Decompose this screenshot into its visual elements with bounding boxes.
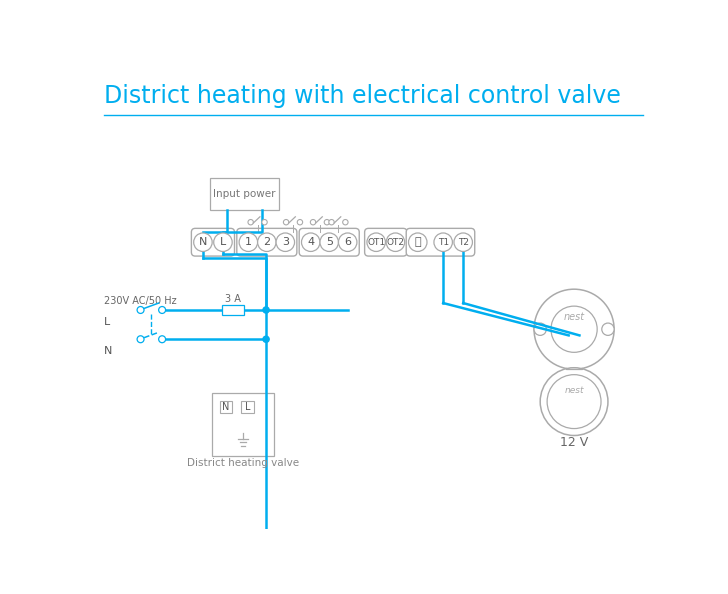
Text: 3 A: 3 A <box>225 293 241 304</box>
FancyBboxPatch shape <box>210 178 279 210</box>
Text: T2: T2 <box>458 238 469 247</box>
Circle shape <box>534 289 614 369</box>
Circle shape <box>137 307 144 314</box>
Circle shape <box>239 233 258 251</box>
Text: 2: 2 <box>264 237 270 247</box>
Circle shape <box>343 220 348 225</box>
FancyBboxPatch shape <box>212 393 274 456</box>
Text: L: L <box>103 317 110 327</box>
Text: OT2: OT2 <box>387 238 405 247</box>
Circle shape <box>137 336 144 343</box>
Text: 5: 5 <box>325 237 333 247</box>
Circle shape <box>367 233 385 251</box>
FancyBboxPatch shape <box>237 228 297 256</box>
Circle shape <box>534 323 546 336</box>
Text: District heating with electrical control valve: District heating with electrical control… <box>103 84 620 108</box>
FancyBboxPatch shape <box>220 401 232 413</box>
Circle shape <box>262 220 267 225</box>
Text: OT1: OT1 <box>367 238 385 247</box>
Circle shape <box>214 233 232 251</box>
Text: L: L <box>245 402 250 412</box>
Text: T1: T1 <box>438 238 448 247</box>
Circle shape <box>248 220 253 225</box>
Circle shape <box>263 336 269 342</box>
FancyBboxPatch shape <box>406 228 475 256</box>
FancyBboxPatch shape <box>191 228 234 256</box>
Circle shape <box>434 233 452 251</box>
Text: 12 V: 12 V <box>560 436 588 449</box>
Circle shape <box>258 233 276 251</box>
Circle shape <box>329 220 334 225</box>
Circle shape <box>194 233 212 251</box>
Circle shape <box>283 220 289 225</box>
Circle shape <box>339 233 357 251</box>
Circle shape <box>297 220 303 225</box>
FancyBboxPatch shape <box>222 305 244 315</box>
Text: nest: nest <box>563 312 585 322</box>
Text: N: N <box>199 237 207 247</box>
FancyBboxPatch shape <box>365 228 407 256</box>
Circle shape <box>551 306 597 352</box>
Text: N: N <box>103 346 112 356</box>
Circle shape <box>386 233 405 251</box>
Text: N: N <box>222 402 230 412</box>
FancyBboxPatch shape <box>242 401 254 413</box>
Text: 3: 3 <box>282 237 289 247</box>
Circle shape <box>408 233 427 251</box>
Circle shape <box>159 307 165 314</box>
Circle shape <box>602 323 614 336</box>
Text: 4: 4 <box>307 237 314 247</box>
FancyBboxPatch shape <box>299 228 359 256</box>
Circle shape <box>310 220 316 225</box>
Text: 6: 6 <box>344 237 351 247</box>
Text: 230V AC/50 Hz: 230V AC/50 Hz <box>103 296 176 306</box>
Text: L: L <box>220 237 226 247</box>
Text: ⏚: ⏚ <box>414 237 421 247</box>
Circle shape <box>276 233 295 251</box>
Circle shape <box>159 336 165 343</box>
Text: District heating valve: District heating valve <box>187 457 299 467</box>
Circle shape <box>454 233 472 251</box>
Text: nest: nest <box>564 386 584 396</box>
Circle shape <box>324 220 330 225</box>
Text: Input power: Input power <box>213 189 276 199</box>
Circle shape <box>540 368 608 435</box>
Circle shape <box>547 375 601 428</box>
Circle shape <box>320 233 339 251</box>
Circle shape <box>301 233 320 251</box>
Circle shape <box>263 307 269 313</box>
Text: 1: 1 <box>245 237 252 247</box>
